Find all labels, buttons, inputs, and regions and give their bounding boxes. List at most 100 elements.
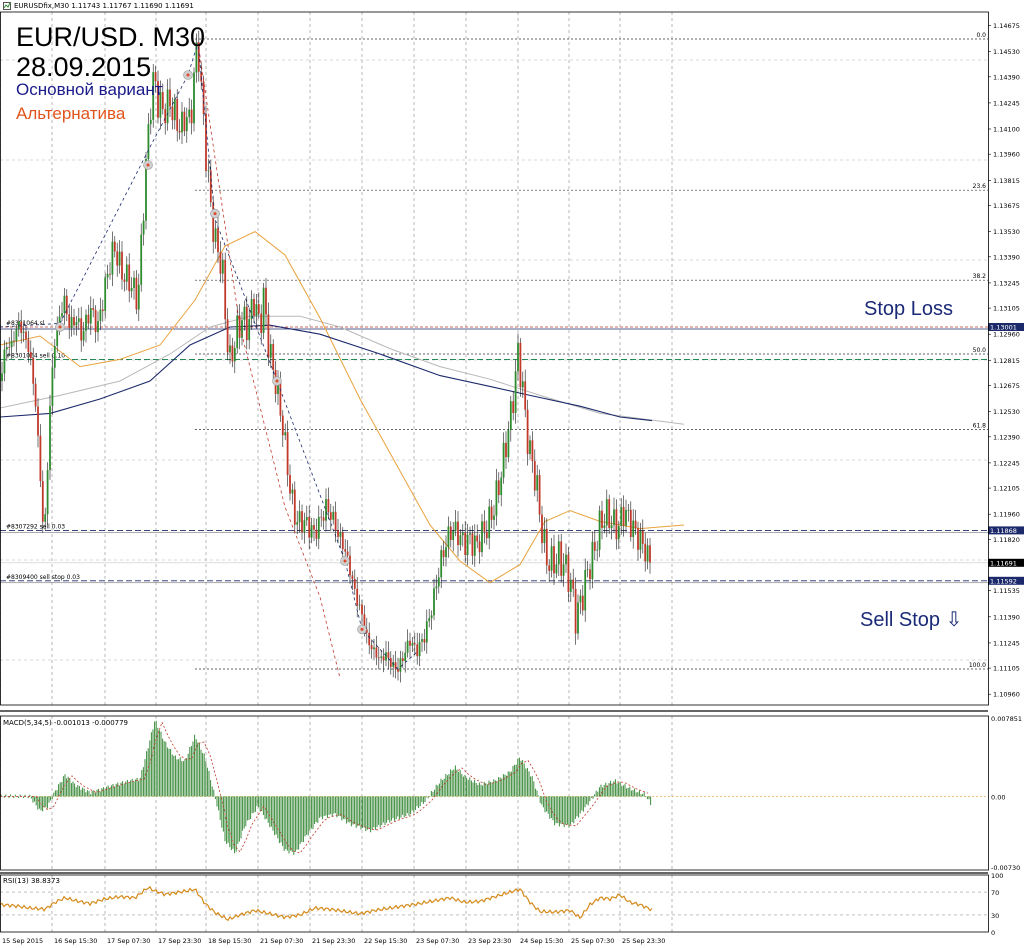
candle-body — [397, 668, 399, 672]
candle-body — [466, 534, 469, 556]
price-tick-label: 1.11105 — [993, 665, 1020, 673]
candle-body — [85, 314, 87, 331]
candle-body — [644, 543, 647, 562]
candle-body — [598, 510, 601, 550]
candle-body — [224, 259, 227, 320]
candle-body — [411, 643, 414, 646]
macd-title: MACD(5,34,5) -0.001013 -0.000779 — [3, 719, 128, 727]
candle-body — [605, 499, 608, 526]
candle-body — [22, 331, 25, 333]
candle-body — [517, 342, 519, 372]
candle-body — [10, 340, 13, 348]
price-tag-box — [988, 526, 1024, 535]
candle-body — [41, 481, 44, 522]
time-tick-label: 17 Sep 07:30 — [107, 937, 150, 945]
candle-body — [615, 509, 618, 540]
candle-body — [111, 241, 114, 275]
candle-body — [233, 348, 236, 362]
last-price-box — [988, 558, 1024, 567]
candle-body — [601, 510, 603, 528]
candle-body — [281, 415, 284, 436]
candle-body — [421, 639, 423, 642]
legend-alt-variant: Альтернатива — [16, 104, 126, 123]
candle-body — [557, 541, 560, 565]
rsi-tick-label: 70 — [991, 889, 999, 897]
candle-body — [553, 546, 555, 574]
candle-body — [32, 357, 35, 384]
candle-body — [89, 308, 92, 324]
wave-marker-dot — [58, 325, 62, 329]
candle-body — [399, 658, 402, 672]
candle-body — [207, 170, 210, 172]
candle-body — [620, 507, 623, 526]
candle-body — [471, 533, 474, 556]
candle-body — [315, 529, 318, 539]
candle-body — [586, 569, 589, 571]
candle-body — [308, 516, 311, 538]
candle-body — [56, 323, 59, 347]
price-tag-box — [988, 576, 1024, 585]
candle-body — [229, 345, 231, 353]
price-tick-label: 1.13815 — [993, 177, 1020, 185]
page-title: EUR/USD. M30 — [16, 22, 206, 52]
candle-body — [404, 652, 407, 661]
candle-body — [406, 640, 409, 653]
candle-body — [622, 507, 625, 526]
chart-window-icon — [3, 2, 11, 10]
candle-body — [238, 315, 241, 338]
candle-body — [497, 480, 500, 496]
candle-body — [555, 564, 558, 574]
rsi-tick-label: 0 — [991, 929, 995, 937]
candle-body — [625, 510, 627, 526]
time-tick-label: 25 Sep 23:30 — [622, 937, 665, 945]
candle-body — [591, 541, 594, 580]
time-tick-label: 24 Sep 15:30 — [520, 937, 563, 945]
candle-body — [545, 528, 548, 566]
candle-body — [524, 381, 527, 410]
candle-body — [161, 92, 164, 110]
candle-body — [171, 106, 174, 121]
candle-body — [44, 514, 47, 522]
rsi-line — [0, 885, 653, 922]
candle-body — [82, 330, 85, 341]
fib-label: 23.6 — [973, 183, 987, 190]
time-tick-label: 16 Sep 15:30 — [54, 937, 97, 945]
candle-body — [53, 346, 56, 368]
sell-stop-annotation: Sell Stop ⇩ — [860, 609, 963, 631]
candle-body — [593, 541, 596, 551]
candle-body — [392, 662, 395, 667]
candle-body — [385, 652, 387, 661]
candle-body — [339, 532, 342, 537]
candle-body — [197, 42, 200, 72]
price-tag-label: 1.11868 — [990, 527, 1017, 535]
candle-body — [413, 643, 416, 645]
fib-label: 100.0 — [969, 662, 986, 669]
candle-body — [363, 614, 366, 630]
time-tick-label: 23 Sep 07:30 — [416, 937, 459, 945]
candle-body — [106, 273, 109, 278]
rsi-tick-label: 100 — [991, 872, 1003, 880]
candle-body — [579, 595, 582, 603]
candle-body — [157, 81, 159, 118]
order-lines: #8301064 sl 1.13001 #8301064 sell 0.10 #830… — [0, 320, 1024, 585]
candle-body — [423, 639, 426, 643]
candle-body — [536, 475, 539, 491]
candle-body — [152, 72, 155, 120]
candle-body — [541, 514, 543, 544]
candle-body — [509, 401, 512, 431]
price-tick-label: 1.12960 — [993, 331, 1020, 339]
candlesticks — [1, 30, 651, 683]
panel-frame — [0, 715, 989, 871]
candle-body — [401, 658, 404, 661]
wave-marker-dot — [343, 559, 347, 563]
candle-body — [123, 279, 126, 282]
candle-body — [507, 430, 510, 458]
time-tick-label: 17 Sep 23:30 — [158, 937, 201, 945]
wave-marker-dot — [146, 163, 150, 167]
candle-body — [298, 511, 301, 523]
candle-body — [529, 440, 531, 455]
candle-body — [29, 352, 32, 358]
candle-body — [567, 554, 570, 592]
